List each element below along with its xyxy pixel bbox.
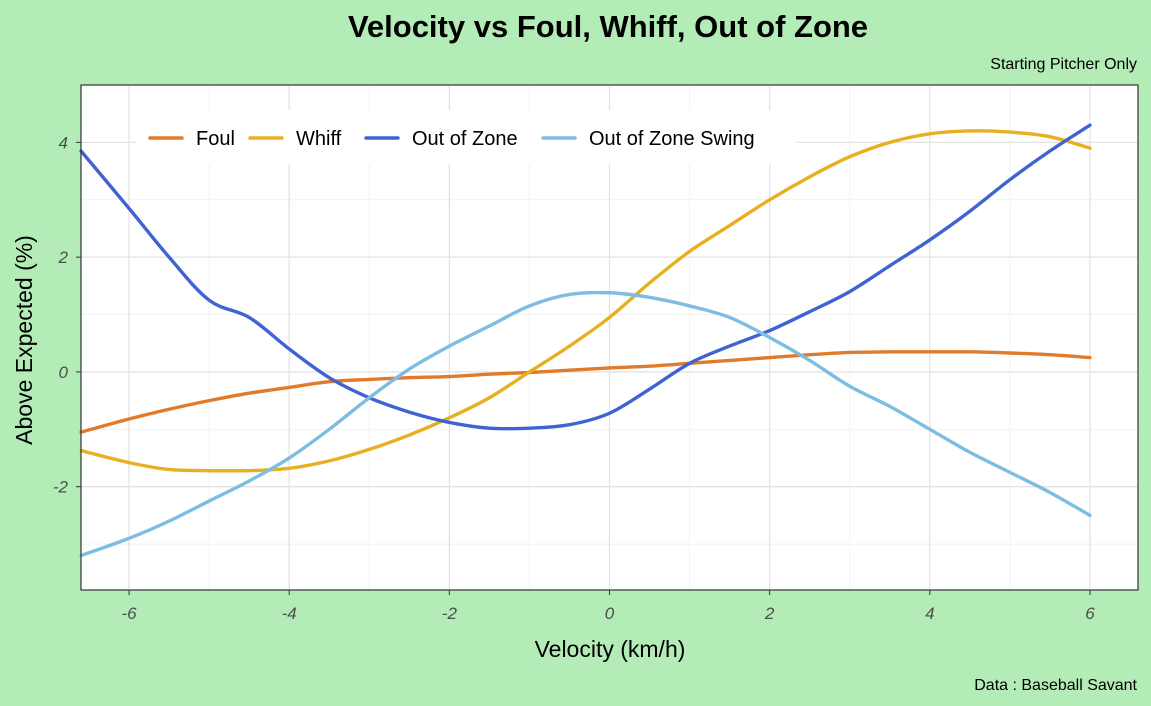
- chart-caption: Data : Baseball Savant: [974, 677, 1137, 694]
- legend-label-out-of-zone-swing: Out of Zone Swing: [589, 128, 755, 150]
- series-line-foul: [79, 350, 1092, 434]
- legend: Foul Whiff Out of Zone Out of Zone Swing: [136, 110, 796, 164]
- y-axis-ticks: -2 0 2 4: [53, 133, 81, 497]
- y-tick-label: 2: [58, 248, 69, 267]
- legend-label-foul: Foul: [196, 128, 235, 150]
- x-tick-label: 0: [605, 604, 615, 623]
- x-tick-label: 2: [764, 604, 775, 623]
- x-tick-label: -4: [282, 604, 297, 623]
- y-tick-label: 4: [59, 133, 68, 152]
- legend-background: [136, 110, 796, 164]
- x-tick-label: 6: [1085, 604, 1095, 623]
- x-tick-label: -6: [121, 604, 137, 623]
- chart-title: Velocity vs Foul, Whiff, Out of Zone: [348, 9, 868, 44]
- series-line-whiff: [79, 129, 1092, 473]
- x-axis-ticks: -6 -4 -2 0 2 4 6: [121, 590, 1095, 623]
- series-line-out-of-zone-swing: [79, 290, 1092, 558]
- chart-subtitle: Starting Pitcher Only: [990, 56, 1137, 73]
- x-tick-label: -2: [442, 604, 458, 623]
- y-axis-title: Above Expected (%): [11, 235, 37, 445]
- legend-label-out-of-zone: Out of Zone: [412, 128, 518, 150]
- series-line-out-of-zone: [79, 123, 1092, 431]
- y-tick-label: -2: [53, 478, 69, 497]
- legend-label-whiff: Whiff: [296, 128, 342, 150]
- x-axis-title: Velocity (km/h): [535, 636, 686, 662]
- y-tick-label: 0: [59, 363, 69, 382]
- x-tick-label: 4: [925, 604, 934, 623]
- series-layer: [79, 123, 1092, 558]
